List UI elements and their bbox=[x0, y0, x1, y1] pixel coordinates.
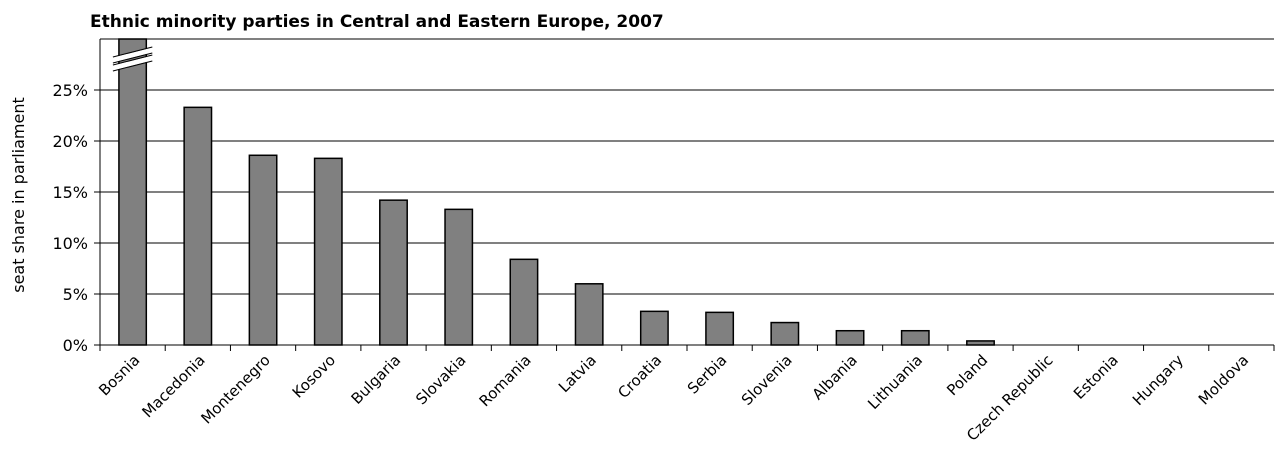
y-tick-label: 25% bbox=[52, 81, 88, 100]
bar-slovenia bbox=[770, 321, 800, 346]
axis-break-mark bbox=[112, 46, 153, 72]
x-category-label: Bosnia bbox=[95, 351, 143, 399]
axis-break-line bbox=[112, 52, 153, 64]
y-axis-label: seat share in parliament bbox=[9, 97, 28, 293]
bar-kosovo bbox=[313, 157, 343, 346]
bar-albania bbox=[835, 329, 865, 346]
bar-bulgaria bbox=[379, 199, 408, 346]
x-category-label: Bulgaria bbox=[348, 351, 405, 408]
chart-title: Ethnic minority parties in Central and E… bbox=[90, 12, 664, 32]
y-tick-label: 20% bbox=[52, 132, 88, 151]
bar-serbia bbox=[705, 311, 735, 346]
axis-break-gap bbox=[112, 47, 153, 63]
x-category-label: Slovakia bbox=[412, 351, 469, 408]
x-category-label: Latvia bbox=[555, 351, 600, 396]
y-tick-label: 10% bbox=[52, 234, 88, 253]
bar-montenegro bbox=[248, 154, 278, 346]
axis-break-gap bbox=[112, 55, 153, 71]
x-category-label: Estonia bbox=[1070, 351, 1122, 403]
bar-croatia bbox=[639, 310, 669, 346]
x-category-label: Kosovo bbox=[289, 351, 339, 401]
y-tick-label: 5% bbox=[63, 285, 88, 304]
x-category-label: Serbia bbox=[684, 351, 731, 398]
x-category-label: Montenegro bbox=[198, 351, 274, 427]
bar-romania bbox=[509, 258, 539, 346]
x-category-label: Moldova bbox=[1195, 351, 1252, 408]
x-category-label: Lithuania bbox=[864, 351, 926, 413]
bar-slovakia bbox=[444, 208, 474, 346]
bar-poland bbox=[966, 340, 995, 346]
axis-break-line bbox=[112, 46, 153, 58]
x-category-label: Poland bbox=[943, 351, 991, 399]
bar-lithuania bbox=[900, 329, 930, 346]
bar-bosnia bbox=[118, 38, 148, 346]
axis-break-line bbox=[112, 60, 153, 72]
y-tick-label: 0% bbox=[63, 336, 88, 355]
x-category-label: Slovenia bbox=[738, 351, 796, 409]
x-category-label: Hungary bbox=[1129, 351, 1187, 409]
x-category-label: Albania bbox=[809, 351, 861, 403]
x-category-label: Macedonia bbox=[139, 351, 209, 421]
bar-latvia bbox=[574, 283, 604, 346]
gridlines bbox=[100, 38, 1274, 295]
axis-break-line bbox=[112, 54, 153, 66]
axes bbox=[94, 39, 1275, 351]
bars bbox=[118, 38, 995, 346]
bar-macedonia bbox=[183, 106, 213, 346]
x-category-label: Croatia bbox=[614, 351, 665, 402]
x-category-label: Romania bbox=[476, 351, 535, 410]
y-tick-label: 15% bbox=[52, 183, 88, 202]
y-tick-labels: 0% 5% 10% 15% 20% 25% bbox=[52, 81, 88, 355]
